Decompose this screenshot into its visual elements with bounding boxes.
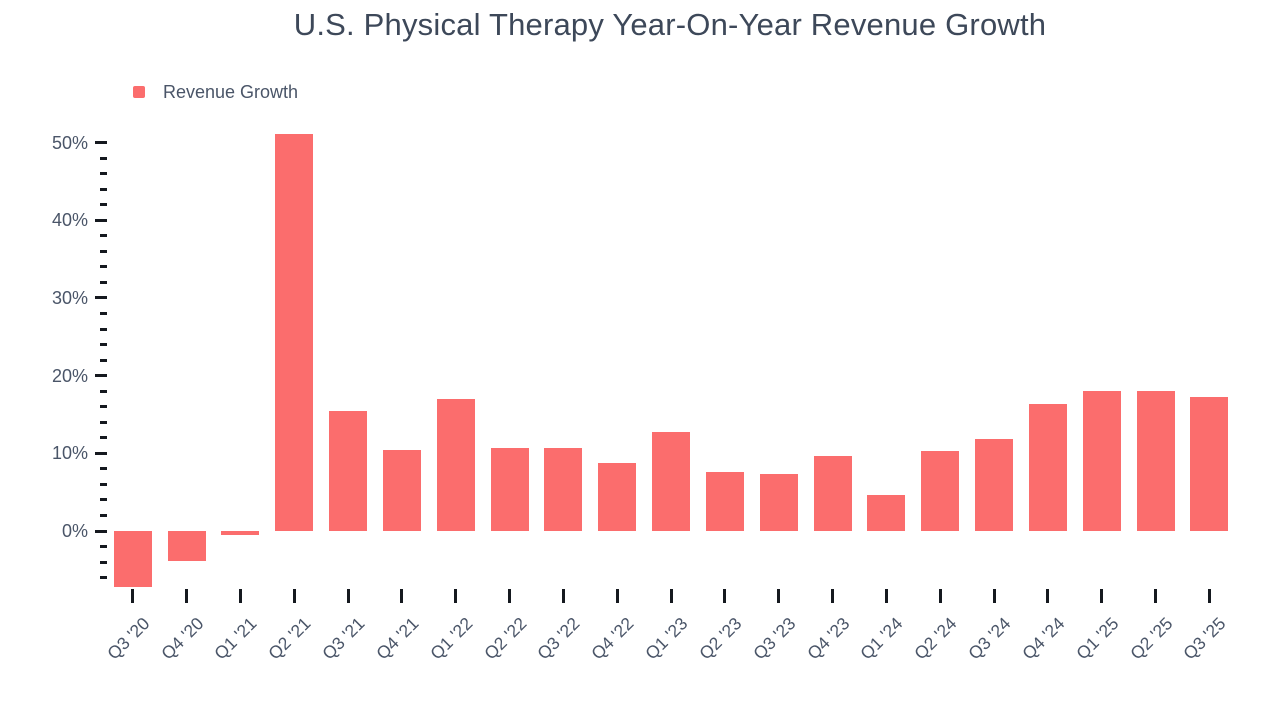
y-axis-minor-tick [100,265,107,269]
y-axis-tick-label: 30% [51,287,88,308]
bar [382,450,421,531]
bar [1082,391,1121,531]
x-axis-tick [1100,589,1104,603]
bar [329,410,367,531]
x-axis-tick [723,589,727,603]
y-axis-minor-tick [100,327,107,331]
y-axis-minor-tick [100,311,107,315]
legend-label: Revenue Growth [163,82,299,102]
x-axis-tick [615,589,619,603]
y-axis-minor-tick [100,576,107,580]
x-axis-tick [346,589,350,603]
x-axis-tick [238,589,242,603]
y-axis-minor-tick [100,280,107,284]
y-axis-tick-label: 10% [51,443,88,464]
bar [221,531,260,535]
bar [705,471,744,531]
y-axis-minor-tick [100,249,107,253]
y-axis-minor-tick [100,545,107,548]
y-axis-minor-tick [100,343,107,346]
bar [1028,403,1067,531]
bar [113,531,152,587]
y-axis-major-tick [95,529,107,533]
y-axis-minor-tick [100,156,107,160]
bar [490,447,529,531]
x-axis-tick [131,589,135,603]
y-axis-major-tick [95,218,107,222]
y-axis-minor-tick [100,389,107,393]
bar [652,432,690,531]
y-axis-minor-tick [100,187,107,191]
y-axis-minor-tick [100,172,107,176]
y-axis-tick-label: 0% [61,521,88,541]
x-axis-tick [1154,589,1157,603]
y-axis-minor-tick [100,560,107,564]
y-axis-minor-tick [100,436,107,440]
x-axis-tick [669,589,673,603]
y-axis-minor-tick [100,234,107,238]
bar [598,463,637,531]
bar [275,134,314,531]
x-axis-tick [292,589,296,603]
bar [1190,397,1229,531]
y-axis-minor-tick [100,405,107,409]
x-axis-tick [185,589,188,603]
y-axis-minor-tick [100,358,107,362]
y-axis-major-tick [95,296,107,300]
x-axis-tick [400,589,404,603]
y-axis-major-tick [95,374,107,378]
bar [975,438,1013,531]
bar [167,531,206,562]
y-axis-tick-label: 20% [51,365,88,386]
y-axis-minor-tick [100,482,107,486]
x-axis-tick [777,589,781,603]
bar [544,447,583,531]
bar [436,398,475,531]
x-axis-tick [561,589,565,603]
y-axis-minor-tick [100,514,107,517]
x-axis-tick-label: Q3 '20 [102,613,154,664]
bar [759,473,798,531]
chart-title: U.S. Physical Therapy Year-On-Year Reven… [293,7,1047,42]
y-axis-minor-tick [100,203,107,207]
x-axis-tick [1207,589,1211,603]
y-axis-minor-tick [100,467,107,471]
y-axis-minor-tick [100,420,107,424]
bar [867,494,906,531]
x-axis-tick [938,589,942,603]
y-axis-tick-label: 40% [51,210,88,231]
x-axis-tick [454,589,458,603]
y-axis-minor-tick [100,498,107,502]
y-axis-tick-label: 50% [51,132,88,153]
bar [921,451,960,531]
x-axis-tick [1046,589,1050,603]
x-axis-tick [508,589,511,603]
x-axis-tick [992,589,996,603]
y-axis-major-tick [95,141,107,144]
y-axis-major-tick [95,451,107,455]
x-axis-tick [831,589,834,603]
bar [813,456,852,531]
bar [1136,391,1175,531]
x-axis-tick [884,589,888,603]
legend-swatch-icon [133,86,145,98]
